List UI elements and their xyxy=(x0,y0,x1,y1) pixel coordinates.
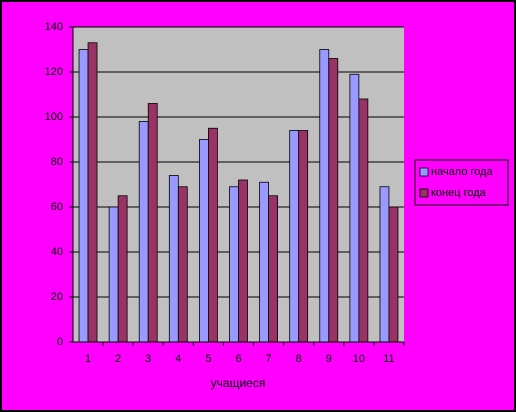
y-tick-label: 0 xyxy=(57,336,63,348)
legend-swatch xyxy=(419,188,429,198)
y-tick-label: 40 xyxy=(51,246,63,258)
y-tick-label: 140 xyxy=(45,21,63,33)
x-tick-label: 1 xyxy=(85,353,91,365)
bar xyxy=(168,175,179,343)
bar xyxy=(238,179,248,343)
bar xyxy=(298,130,309,343)
y-tick-label: 20 xyxy=(51,291,63,303)
bar xyxy=(78,49,89,343)
x-tick-label: 2 xyxy=(115,353,121,365)
y-tick-label: 80 xyxy=(51,156,63,168)
x-tick-label: 8 xyxy=(296,353,302,365)
x-tick-label: 11 xyxy=(383,353,394,365)
legend-label: конец года xyxy=(431,187,487,199)
bar xyxy=(229,186,239,343)
bar xyxy=(199,139,209,343)
bar xyxy=(388,206,399,343)
bar xyxy=(268,195,278,343)
legend-label: начало года xyxy=(431,166,494,178)
x-axis-label: учащиеся xyxy=(211,376,266,390)
x-tick-label: 4 xyxy=(175,353,181,365)
bar xyxy=(349,73,360,343)
bar xyxy=(289,130,300,343)
bar xyxy=(319,49,330,343)
bar xyxy=(87,42,98,343)
bar xyxy=(379,186,390,343)
bar xyxy=(328,58,339,343)
x-tick-label: 5 xyxy=(205,353,211,365)
x-tick-label: 10 xyxy=(353,353,365,365)
legend-swatch xyxy=(419,167,429,177)
bar xyxy=(208,127,218,343)
bar xyxy=(358,98,369,343)
y-tick-label: 120 xyxy=(45,66,63,78)
x-tick-label: 6 xyxy=(235,353,241,365)
x-tick-label: 9 xyxy=(326,353,332,365)
bar xyxy=(147,103,158,343)
y-tick-label: 100 xyxy=(45,111,63,123)
legend xyxy=(414,159,509,206)
y-tick-label: 60 xyxy=(51,201,63,213)
bar xyxy=(117,195,128,343)
x-tick-label: 3 xyxy=(145,353,151,365)
x-tick-label: 7 xyxy=(266,353,272,365)
bar xyxy=(138,121,149,343)
bar xyxy=(259,181,269,343)
bar xyxy=(108,206,119,343)
bar xyxy=(177,186,188,343)
